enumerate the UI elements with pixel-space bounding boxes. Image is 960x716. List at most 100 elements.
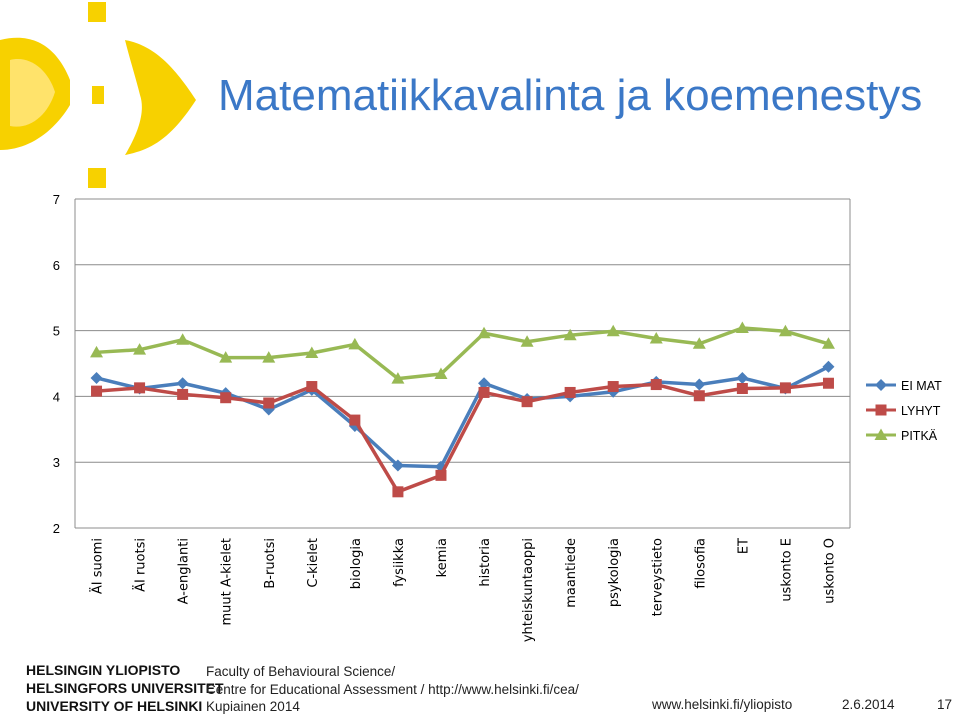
data-point — [822, 360, 835, 373]
x-tick-label: maantiede — [564, 538, 579, 608]
data-point — [564, 386, 576, 398]
x-tick-label: terveystieto — [650, 538, 665, 616]
x-tick-label: fysiikka — [392, 538, 407, 587]
data-point — [305, 346, 319, 358]
university-name-en: UNIVERSITY OF HELSINKI — [26, 698, 203, 714]
page-number: 17 — [936, 697, 952, 712]
data-point — [219, 351, 233, 363]
series-line — [96, 326, 829, 381]
data-point — [736, 383, 748, 395]
data-point — [520, 335, 534, 347]
data-point — [607, 381, 619, 393]
data-point — [177, 388, 189, 400]
university-logo — [0, 2, 196, 188]
y-tick-label: 3 — [53, 455, 60, 470]
data-point — [349, 414, 361, 426]
x-tick-label: historia — [478, 538, 493, 587]
legend-item: LYHYT — [866, 404, 941, 418]
x-tick-label: kemia — [435, 538, 450, 577]
data-point — [821, 337, 835, 349]
y-tick-label: 2 — [53, 521, 60, 536]
footer-centre: Centre for Educational Assessment / http… — [206, 681, 579, 697]
footer-author: Kupiainen 2014 — [206, 699, 300, 714]
data-point — [874, 428, 888, 440]
x-tick-label: filosofia — [693, 538, 708, 589]
slide-title: Matematiikkavalinta ja koemenestys — [218, 71, 923, 120]
x-tick-label: uskonto E — [779, 538, 794, 602]
series-line — [96, 365, 830, 469]
footer-right: www.helsinki.fi/yliopisto 2.6.2014 17 — [652, 697, 952, 712]
data-point — [875, 379, 887, 391]
data-point — [133, 343, 147, 355]
x-tick-label: ÄI ruotsi — [133, 538, 149, 592]
series-ei-mat — [90, 360, 835, 473]
data-point — [90, 371, 103, 384]
footer-faculty: Faculty of Behavioural Science/ — [206, 664, 396, 679]
footer-info: Faculty of Behavioural Science/ Centre f… — [206, 663, 579, 716]
y-tick-label: 5 — [53, 324, 60, 339]
data-point — [90, 345, 104, 358]
series-lyhyt — [91, 377, 834, 498]
data-point — [176, 333, 190, 345]
data-point — [348, 337, 362, 350]
series-pitk- — [90, 321, 835, 384]
y-axis-ticks: 2 3 4 5 6 7 — [53, 192, 60, 536]
data-point — [434, 367, 448, 380]
data-point — [779, 382, 791, 394]
data-point — [392, 486, 404, 498]
data-point — [220, 392, 232, 404]
data-point — [306, 381, 318, 393]
data-point — [176, 377, 189, 390]
footer-website: www.helsinki.fi/yliopisto — [652, 697, 793, 712]
data-point — [391, 372, 405, 384]
legend-label: PITKÄ — [901, 429, 938, 443]
data-point — [735, 321, 749, 333]
footer-date: 2.6.2014 — [842, 697, 895, 712]
data-point — [693, 378, 706, 391]
x-tick-label: ÄI suomi — [90, 538, 106, 594]
data-point — [692, 337, 706, 349]
data-point — [134, 382, 146, 394]
data-point — [263, 397, 275, 409]
x-tick-label: A-englanti — [177, 538, 192, 604]
data-point — [563, 328, 577, 341]
x-tick-label: yhteiskuntaoppi — [521, 538, 536, 642]
y-tick-label: 6 — [53, 258, 60, 273]
x-tick-label: uskonto O — [822, 538, 837, 604]
y-tick-label: 7 — [53, 192, 60, 207]
x-tick-label: C-kielet — [306, 538, 321, 588]
university-name-block: HELSINGIN YLIOPISTO HELSINGFORS UNIVERSI… — [26, 661, 224, 715]
y-tick-label: 4 — [53, 389, 60, 404]
data-point — [521, 396, 533, 408]
x-tick-label: biologia — [349, 538, 364, 589]
chart-series — [90, 321, 835, 498]
data-point — [91, 385, 103, 397]
data-point — [262, 351, 276, 363]
legend-label: EI MAT — [901, 379, 942, 393]
data-point — [477, 326, 491, 339]
data-point — [650, 379, 662, 391]
x-axis-labels: ÄI suomi ÄI ruotsi A-englanti muut A-kielet… — [90, 538, 838, 642]
x-tick-label: ET — [736, 538, 751, 554]
data-point — [822, 377, 834, 389]
legend-item: EI MAT — [866, 379, 942, 393]
series-line — [96, 381, 829, 494]
data-point — [478, 386, 490, 398]
data-point — [736, 371, 749, 384]
data-point — [649, 331, 663, 344]
x-tick-label: psykologia — [607, 538, 622, 607]
data-point — [478, 377, 491, 390]
x-tick-label: B-ruotsi — [263, 538, 278, 589]
university-name-fi: HELSINGIN YLIOPISTO — [26, 662, 181, 678]
university-name-sv: HELSINGFORS UNIVERSITET — [26, 680, 224, 696]
chart-grid — [74, 198, 851, 529]
legend-label: LYHYT — [901, 404, 941, 418]
data-point — [778, 324, 792, 337]
data-point — [693, 390, 705, 402]
data-point — [875, 404, 887, 416]
data-point — [435, 469, 447, 481]
data-point — [391, 459, 404, 472]
chart-legend: EI MAT LYHYT PITKÄ — [866, 379, 942, 443]
data-point — [606, 324, 620, 337]
